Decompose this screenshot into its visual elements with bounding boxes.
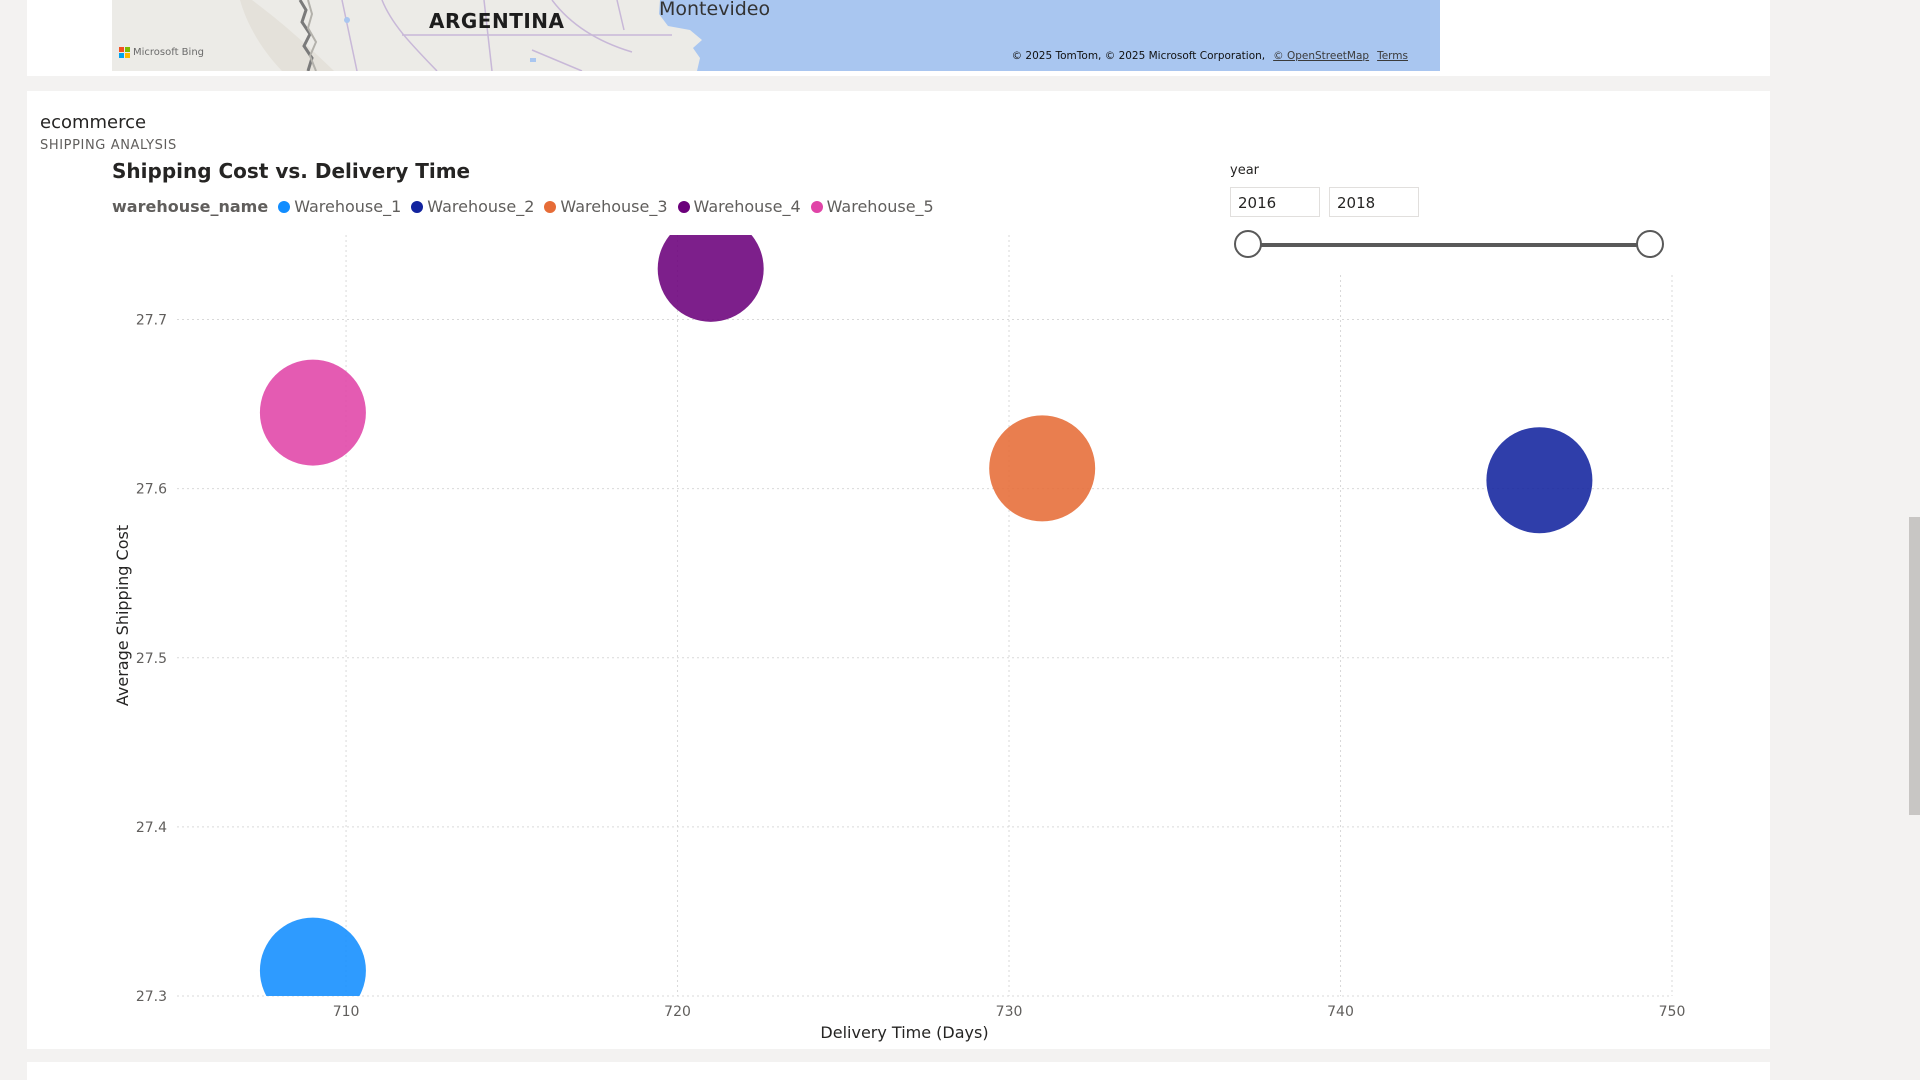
legend-dot-icon <box>278 200 291 213</box>
bubble-warehouse-5[interactable] <box>259 359 366 466</box>
legend-item-warehouse-1[interactable]: Warehouse_1 <box>278 197 401 216</box>
legend-label: Warehouse_4 <box>693 197 801 216</box>
scatter-plot[interactable]: 27.3 27.4 27.5 27.6 27.7 710 720 730 740 750 Del… <box>27 91 1770 1049</box>
bubble-warehouse-2[interactable] <box>1486 427 1593 534</box>
legend-item-warehouse-4[interactable]: Warehouse_4 <box>677 197 801 216</box>
data-points[interactable] <box>259 216 1593 1024</box>
bing-label: Microsoft Bing <box>133 47 205 58</box>
openstreetmap-link[interactable]: © OpenStreetMap <box>1273 50 1370 62</box>
x-tick-label: 720 <box>664 1004 691 1020</box>
legend-label: Warehouse_3 <box>560 197 668 216</box>
grid-lines <box>177 235 1673 997</box>
y-tick-label: 27.6 <box>136 482 167 498</box>
legend-item-warehouse-5[interactable]: Warehouse_5 <box>810 197 934 216</box>
page-subtitle: SHIPPING ANALYSIS <box>40 138 177 153</box>
legend-title: warehouse_name <box>112 197 269 216</box>
page-name: ecommerce <box>40 112 147 133</box>
legend-item-warehouse-3[interactable]: Warehouse_3 <box>544 197 668 216</box>
map-background <box>112 0 1440 71</box>
next-visual-card <box>27 1062 1770 1080</box>
page-scrollbar[interactable] <box>1909 517 1920 815</box>
scatter-visual-card[interactable]: ecommerce SHIPPING ANALYSIS Shipping Cos… <box>27 91 1770 1049</box>
terms-link[interactable]: Terms <box>1377 50 1408 62</box>
slicer-end-input[interactable]: 2018 <box>1329 187 1419 217</box>
microsoft-logo-icon <box>119 47 130 58</box>
x-tick-labels: 710 720 730 740 750 <box>333 1004 1686 1020</box>
bubble-warehouse-3[interactable] <box>989 415 1096 522</box>
copyright-text: © 2025 TomTom, © 2025 Microsoft Corporat… <box>1011 50 1266 62</box>
legend-dot-icon <box>411 200 424 213</box>
map-label-country: ARGENTINA <box>429 9 565 33</box>
legend-dot-icon <box>677 200 690 213</box>
map-label-city: Montevideo <box>659 0 771 20</box>
y-tick-label: 27.7 <box>136 313 167 329</box>
legend-label: Warehouse_2 <box>427 197 535 216</box>
slicer-title: year <box>1230 163 1260 178</box>
bing-attribution: Microsoft Bing <box>119 47 204 58</box>
slider-end-handle[interactable] <box>1636 230 1664 258</box>
y-tick-label: 27.4 <box>136 820 167 836</box>
legend-label: Warehouse_5 <box>826 197 934 216</box>
legend-item-warehouse-2[interactable]: Warehouse_2 <box>411 197 534 216</box>
bubble-warehouse-4[interactable] <box>657 216 764 322</box>
legend-label: Warehouse_1 <box>294 197 402 216</box>
y-axis-title: Average Shipping Cost <box>113 525 132 706</box>
x-tick-label: 710 <box>333 1004 360 1020</box>
legend-items: Warehouse_1 Warehouse_2 Warehouse_3 Warehou… <box>278 197 944 216</box>
chart-legend: warehouse_name Warehouse_1 Warehouse_2 War… <box>112 197 944 216</box>
y-tick-label: 27.3 <box>136 989 167 1005</box>
slider-start-handle[interactable] <box>1234 230 1262 258</box>
map-visual-card: ARGENTINA Montevideo Microsoft Bing © 20… <box>27 0 1770 76</box>
y-tick-labels: 27.3 27.4 27.5 27.6 27.7 <box>136 313 167 1005</box>
slicer-start-input[interactable]: 2016 <box>1230 187 1320 217</box>
x-tick-label: 740 <box>1327 1004 1354 1020</box>
map-copyright: © 2025 TomTom, © 2025 Microsoft Corporat… <box>1012 50 1408 62</box>
legend-dot-icon <box>544 200 557 213</box>
x-tick-label: 730 <box>996 1004 1023 1020</box>
chart-title: Shipping Cost vs. Delivery Time <box>112 159 471 183</box>
x-axis-title: Delivery Time (Days) <box>820 1023 988 1042</box>
x-tick-label: 750 <box>1659 1004 1686 1020</box>
slider-track[interactable] <box>1248 243 1648 247</box>
map-visual[interactable]: ARGENTINA Montevideo Microsoft Bing © 20… <box>112 0 1440 71</box>
bubble-warehouse-1[interactable] <box>259 917 366 1024</box>
y-tick-label: 27.5 <box>136 651 167 667</box>
legend-dot-icon <box>810 200 823 213</box>
year-slicer[interactable]: year 2016 2018 <box>1230 163 1700 273</box>
